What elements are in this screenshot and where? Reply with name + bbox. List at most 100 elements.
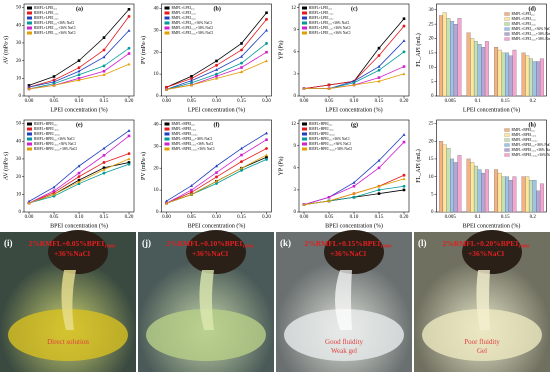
bar bbox=[509, 180, 513, 212]
legend-label: RMFL+BPEI₁₈₀₀ bbox=[512, 133, 537, 137]
legend-label: RMFL+LPEI₁₈₀₀ bbox=[172, 16, 197, 20]
x-axis-label: LPEI concentration (%) bbox=[463, 106, 520, 113]
legend-swatch bbox=[27, 27, 32, 30]
data-point bbox=[103, 154, 106, 157]
x-tick-label: 0.00 bbox=[300, 99, 309, 104]
bar bbox=[525, 177, 529, 212]
legend-label: RMFL+BPEI₆₀₀+36% NaCl bbox=[34, 137, 74, 141]
bar bbox=[481, 173, 485, 212]
data-point bbox=[215, 176, 218, 179]
data-point bbox=[78, 175, 81, 178]
legend-swatch bbox=[165, 133, 170, 136]
x-tick-label: 0.05 bbox=[50, 99, 59, 104]
y-tick-label: 5 bbox=[431, 80, 434, 85]
x-tick-label: 0.00 bbox=[162, 99, 171, 104]
bar bbox=[494, 47, 498, 96]
x-tick-label: 0.00 bbox=[162, 215, 171, 220]
photo-caption: +36%NaCl bbox=[192, 249, 228, 258]
data-point bbox=[403, 189, 406, 192]
y-tick-label: 0 bbox=[156, 210, 159, 215]
y-tick-label: 3 bbox=[294, 188, 297, 193]
y-tick-label: 20 bbox=[154, 166, 160, 171]
data-point bbox=[78, 66, 81, 69]
legend-swatch bbox=[165, 12, 170, 15]
panel-label: (f) bbox=[214, 121, 220, 128]
legend-swatch bbox=[302, 22, 307, 25]
legend-swatch bbox=[302, 7, 307, 10]
x-tick-label: 0.20 bbox=[125, 99, 134, 104]
bar bbox=[470, 39, 474, 97]
x-tick-label: 0.05 bbox=[325, 215, 334, 220]
data-point bbox=[215, 60, 218, 63]
legend-swatch bbox=[165, 32, 170, 35]
y-tick-label: 50 bbox=[16, 6, 22, 11]
legend-label: RMFL+LPEI₁₂₀₀+36% NaCl bbox=[512, 32, 550, 36]
x-axis-label: LPEI concentration (%) bbox=[50, 106, 107, 113]
legend-label: RMFL+LPEI₆₀₀+36% NaCl bbox=[34, 21, 74, 25]
legend-swatch bbox=[505, 149, 510, 152]
x-tick-label: 0.20 bbox=[125, 215, 134, 220]
legend-label: RMFL+BPEI₆₀₀+36% NaCl bbox=[309, 137, 349, 141]
photo-label: (l) bbox=[418, 238, 427, 248]
y-tick-label: 30 bbox=[16, 157, 22, 162]
bar bbox=[439, 141, 443, 212]
legend-swatch bbox=[27, 123, 32, 126]
data-point bbox=[265, 153, 268, 156]
data-point bbox=[128, 8, 131, 11]
legend-label: RMFL+BPEI₁₈₀₀+36% NaCl bbox=[309, 142, 351, 146]
x-tick-label: 0.10 bbox=[212, 215, 221, 220]
bar bbox=[509, 56, 513, 96]
bar bbox=[439, 16, 443, 97]
data-point bbox=[128, 15, 131, 18]
data-point bbox=[403, 185, 406, 188]
x-tick-label: 0.00 bbox=[25, 99, 34, 104]
bar bbox=[533, 62, 537, 97]
legend-label: RMFL+LPEI₁₈₀₀+36% NaCl bbox=[34, 31, 76, 35]
legend-label: RMFL+BPEI₁₈₀₀ bbox=[34, 127, 59, 131]
legend-label: RMFL+BPEI₆₀₀+36% NaCl bbox=[512, 143, 550, 147]
bar bbox=[522, 53, 526, 96]
data-point bbox=[265, 132, 268, 135]
legend-swatch bbox=[505, 23, 510, 26]
x-tick-label: 0.10 bbox=[75, 99, 84, 104]
legend-swatch bbox=[302, 12, 307, 15]
bar bbox=[470, 162, 474, 212]
bar bbox=[513, 50, 517, 96]
x-tick-label: 0.1 bbox=[475, 99, 482, 104]
data-point bbox=[328, 84, 331, 87]
panel-label: (e) bbox=[76, 121, 83, 128]
legend-label: RMFL+BPEI₁₈₀₀+36% NaCl bbox=[34, 142, 76, 146]
y-tick-label: 30 bbox=[154, 28, 160, 33]
data-point bbox=[353, 185, 356, 188]
data-point bbox=[78, 172, 81, 175]
y-tick-label: 9 bbox=[294, 28, 297, 33]
x-axis-label: BPEI concentration (%) bbox=[188, 222, 246, 229]
bar bbox=[505, 177, 509, 212]
y-axis-label: YP (Pa) bbox=[277, 41, 284, 60]
bar bbox=[502, 177, 506, 212]
bar bbox=[525, 56, 529, 96]
legend-swatch bbox=[165, 17, 170, 20]
bar bbox=[529, 59, 533, 96]
y-tick-label: 40 bbox=[154, 123, 160, 128]
legend-label: RMFL+LPEI₁₈₀₀ bbox=[512, 22, 537, 26]
photo-note: Gel bbox=[477, 347, 487, 355]
bar bbox=[443, 145, 447, 212]
legend-swatch bbox=[302, 32, 307, 35]
data-point bbox=[215, 171, 218, 174]
data-point bbox=[403, 72, 406, 75]
data-point bbox=[265, 138, 268, 141]
legend-swatch bbox=[505, 134, 510, 137]
bar bbox=[494, 170, 498, 212]
legend-swatch bbox=[27, 128, 32, 131]
x-tick-label: 0.10 bbox=[350, 215, 359, 220]
y-tick-label: 30 bbox=[16, 41, 22, 46]
y-tick-label: 30 bbox=[429, 8, 435, 13]
legend-label: RMFL+BPEI₁₀₀₀₀ bbox=[34, 132, 61, 136]
y-tick-label: 0 bbox=[19, 94, 22, 99]
legend-swatch bbox=[302, 143, 307, 146]
data-point bbox=[128, 163, 131, 166]
legend-label: RMFL+LPEI₆₀₀ bbox=[172, 6, 196, 10]
legend-swatch bbox=[302, 17, 307, 20]
